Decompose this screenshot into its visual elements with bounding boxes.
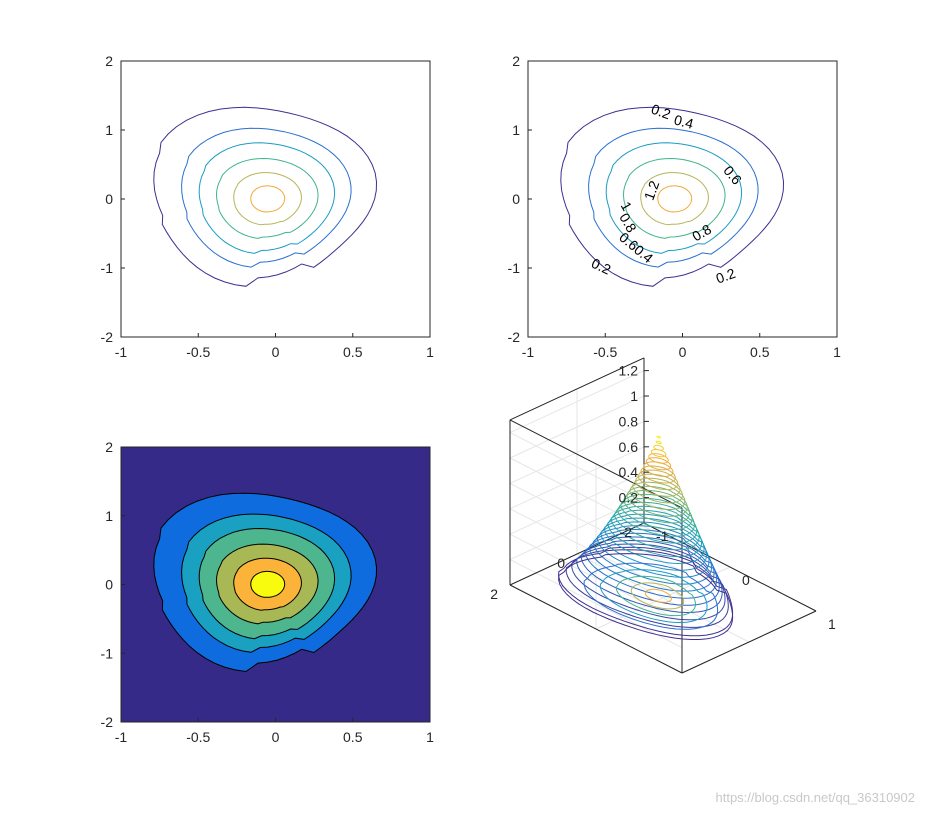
x-tick-label: 1	[426, 344, 434, 360]
x-tick-label: 1	[833, 344, 841, 360]
contour3-ring	[650, 449, 667, 458]
y-tick-label: 2	[105, 439, 113, 455]
contour-line	[250, 185, 286, 213]
axes-box-edge	[509, 584, 683, 674]
z-tick-label: 0.4	[619, 464, 639, 480]
contour3-ring	[565, 546, 729, 628]
axes-contour3: 0.2 0.4 0.6 0.8 1 1.2 -2 0 2 -1 0 1	[490, 357, 836, 674]
floor-contour-line	[583, 562, 719, 630]
contour-line	[181, 127, 352, 268]
y-tick-label: 2	[105, 53, 113, 69]
z-tick-label: 0.6	[619, 439, 639, 455]
contour-line	[588, 127, 759, 268]
x-tick-label: 0	[272, 729, 280, 745]
contour3-ring	[653, 444, 664, 451]
contour3-ring	[648, 453, 669, 464]
axes-frame	[527, 60, 838, 338]
y-tick-label: 0	[512, 191, 520, 207]
contour-label: 0.8	[689, 221, 714, 245]
x-tick-label: 0	[272, 344, 280, 360]
y-tick-label: -1	[101, 260, 114, 276]
x-tick-label: 0	[679, 344, 687, 360]
contour-label: 0.6	[720, 162, 745, 187]
axes-frame	[120, 60, 431, 338]
y-tick-label: -1	[101, 645, 114, 661]
y-tick-label: 2	[490, 586, 498, 602]
y-tick-label: 1	[512, 122, 520, 138]
y-tick-label: 1	[105, 508, 113, 524]
contour-line	[153, 106, 378, 287]
x-tick-label: -1	[115, 729, 128, 745]
contour3-ring	[656, 435, 661, 439]
y-tick-label: 0	[557, 555, 565, 571]
x-tick-label: -1	[522, 344, 535, 360]
floor-grid-line	[576, 553, 750, 643]
contour3-ring	[558, 549, 734, 637]
y-tick-label: -2	[101, 714, 114, 730]
x-tick-label: -0.5	[186, 729, 210, 745]
y-tick-label: -2	[101, 329, 114, 345]
x-tick-label: -1	[656, 528, 669, 544]
z-tick-label: 0.2	[619, 490, 639, 506]
z-tick-label: 0.8	[619, 413, 639, 429]
y-tick-label: -1	[508, 260, 521, 276]
axes-box-edge	[509, 419, 683, 509]
contour3-ring	[637, 469, 679, 491]
contour-line	[560, 106, 785, 287]
floor-contour-line	[644, 588, 672, 603]
filled-contour-band	[250, 570, 286, 598]
contour-line	[198, 142, 336, 254]
floor-contour-line	[630, 582, 685, 610]
x-tick-label: 0.5	[343, 344, 363, 360]
contour3-ring	[645, 457, 672, 471]
axes-contour-labeled: 0.2 0.40.61.210.80.60.4 0.80.2 0.2-1 -0.5 0 0.…	[508, 53, 842, 360]
x-tick-label: -1	[115, 344, 128, 360]
x-tick-label: 1	[828, 616, 836, 632]
x-tick-label: 1	[426, 729, 434, 745]
contour3-ring	[655, 440, 662, 445]
contour-line	[640, 172, 709, 226]
y-tick-label: 2	[512, 53, 520, 69]
x-tick-label: 0.5	[750, 344, 770, 360]
y-tick-label: 0	[105, 191, 113, 207]
x-tick-label: 0.5	[343, 729, 363, 745]
contour-label: 0.2	[589, 255, 614, 278]
y-tick-label: -2	[620, 524, 633, 540]
contour-label: 0.4	[672, 111, 695, 132]
y-tick-label: 1	[105, 122, 113, 138]
x-tick-label: 0	[742, 572, 750, 588]
contour-line	[657, 185, 693, 213]
z-tick-label: 1.2	[619, 363, 639, 379]
contour-line	[233, 172, 302, 226]
contour-label: 0.2	[714, 265, 738, 287]
x-tick-label: -0.5	[186, 344, 210, 360]
floor-contour-line	[599, 569, 708, 623]
z-tick-label: 1	[630, 388, 638, 404]
contour-line	[622, 157, 726, 239]
axes-box-edge	[643, 522, 817, 612]
floor-contour-line	[558, 553, 734, 640]
contour3-ring	[640, 465, 676, 484]
contour-label: 0.2	[649, 101, 673, 123]
contour-line	[605, 142, 743, 254]
contour-label: 1.2	[641, 178, 663, 202]
axes-box-edge	[509, 357, 645, 421]
contour3-ring	[634, 473, 681, 497]
y-tick-label: -2	[508, 329, 521, 345]
watermark: https://blog.csdn.net/qq_36310902	[715, 790, 916, 805]
contour-line	[215, 157, 319, 239]
floor-contour-line	[615, 575, 697, 617]
y-tick-label: 0	[105, 577, 113, 593]
axes-box-edge	[681, 610, 817, 674]
x-tick-label: -0.5	[593, 344, 617, 360]
